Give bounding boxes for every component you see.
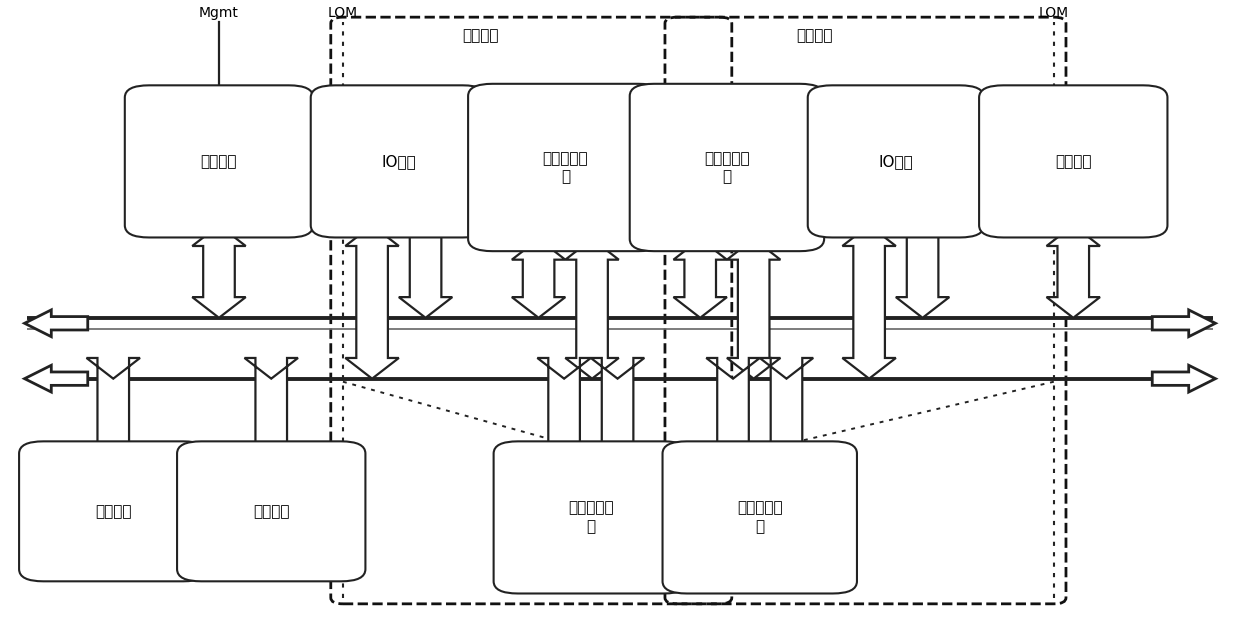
Text: Mgmt: Mgmt xyxy=(200,6,239,20)
Text: 计算节点: 计算节点 xyxy=(463,28,498,43)
Text: 风扇模块: 风扇模块 xyxy=(95,504,131,519)
FancyBboxPatch shape xyxy=(494,442,688,594)
Polygon shape xyxy=(842,225,895,379)
Text: IO模块: IO模块 xyxy=(382,154,417,169)
Polygon shape xyxy=(1047,225,1100,318)
FancyBboxPatch shape xyxy=(630,84,825,251)
Polygon shape xyxy=(565,239,619,379)
Polygon shape xyxy=(1152,365,1215,392)
Polygon shape xyxy=(192,225,246,318)
FancyBboxPatch shape xyxy=(980,85,1167,237)
Text: 电源模块: 电源模块 xyxy=(253,504,289,519)
Polygon shape xyxy=(590,358,645,474)
FancyBboxPatch shape xyxy=(125,85,314,237)
Text: LOM: LOM xyxy=(327,6,358,20)
Text: 管理模块: 管理模块 xyxy=(201,154,237,169)
Text: 计算节点: 计算节点 xyxy=(796,28,833,43)
Polygon shape xyxy=(25,365,88,392)
FancyBboxPatch shape xyxy=(177,442,366,581)
Polygon shape xyxy=(346,225,399,379)
Polygon shape xyxy=(244,358,298,474)
FancyBboxPatch shape xyxy=(467,84,662,251)
Polygon shape xyxy=(707,358,760,474)
Text: 异构计算模
块: 异构计算模 块 xyxy=(704,151,750,184)
Polygon shape xyxy=(895,225,950,318)
Polygon shape xyxy=(25,310,88,337)
Text: 通用计算模
块: 通用计算模 块 xyxy=(568,501,614,534)
Polygon shape xyxy=(760,358,813,474)
Polygon shape xyxy=(727,239,780,379)
Polygon shape xyxy=(537,358,590,474)
FancyBboxPatch shape xyxy=(311,85,487,237)
Text: 异构计算模
块: 异构计算模 块 xyxy=(543,151,588,184)
Polygon shape xyxy=(512,239,565,318)
Polygon shape xyxy=(673,239,727,318)
Text: IO模块: IO模块 xyxy=(878,154,913,169)
FancyBboxPatch shape xyxy=(807,85,985,237)
FancyBboxPatch shape xyxy=(662,442,857,594)
Polygon shape xyxy=(1152,310,1215,337)
Text: 管理模块: 管理模块 xyxy=(1055,154,1091,169)
Text: LOM: LOM xyxy=(1039,6,1069,20)
Polygon shape xyxy=(399,225,453,318)
FancyBboxPatch shape xyxy=(19,442,207,581)
Polygon shape xyxy=(87,358,140,474)
Text: 通用计算模
块: 通用计算模 块 xyxy=(737,501,782,534)
